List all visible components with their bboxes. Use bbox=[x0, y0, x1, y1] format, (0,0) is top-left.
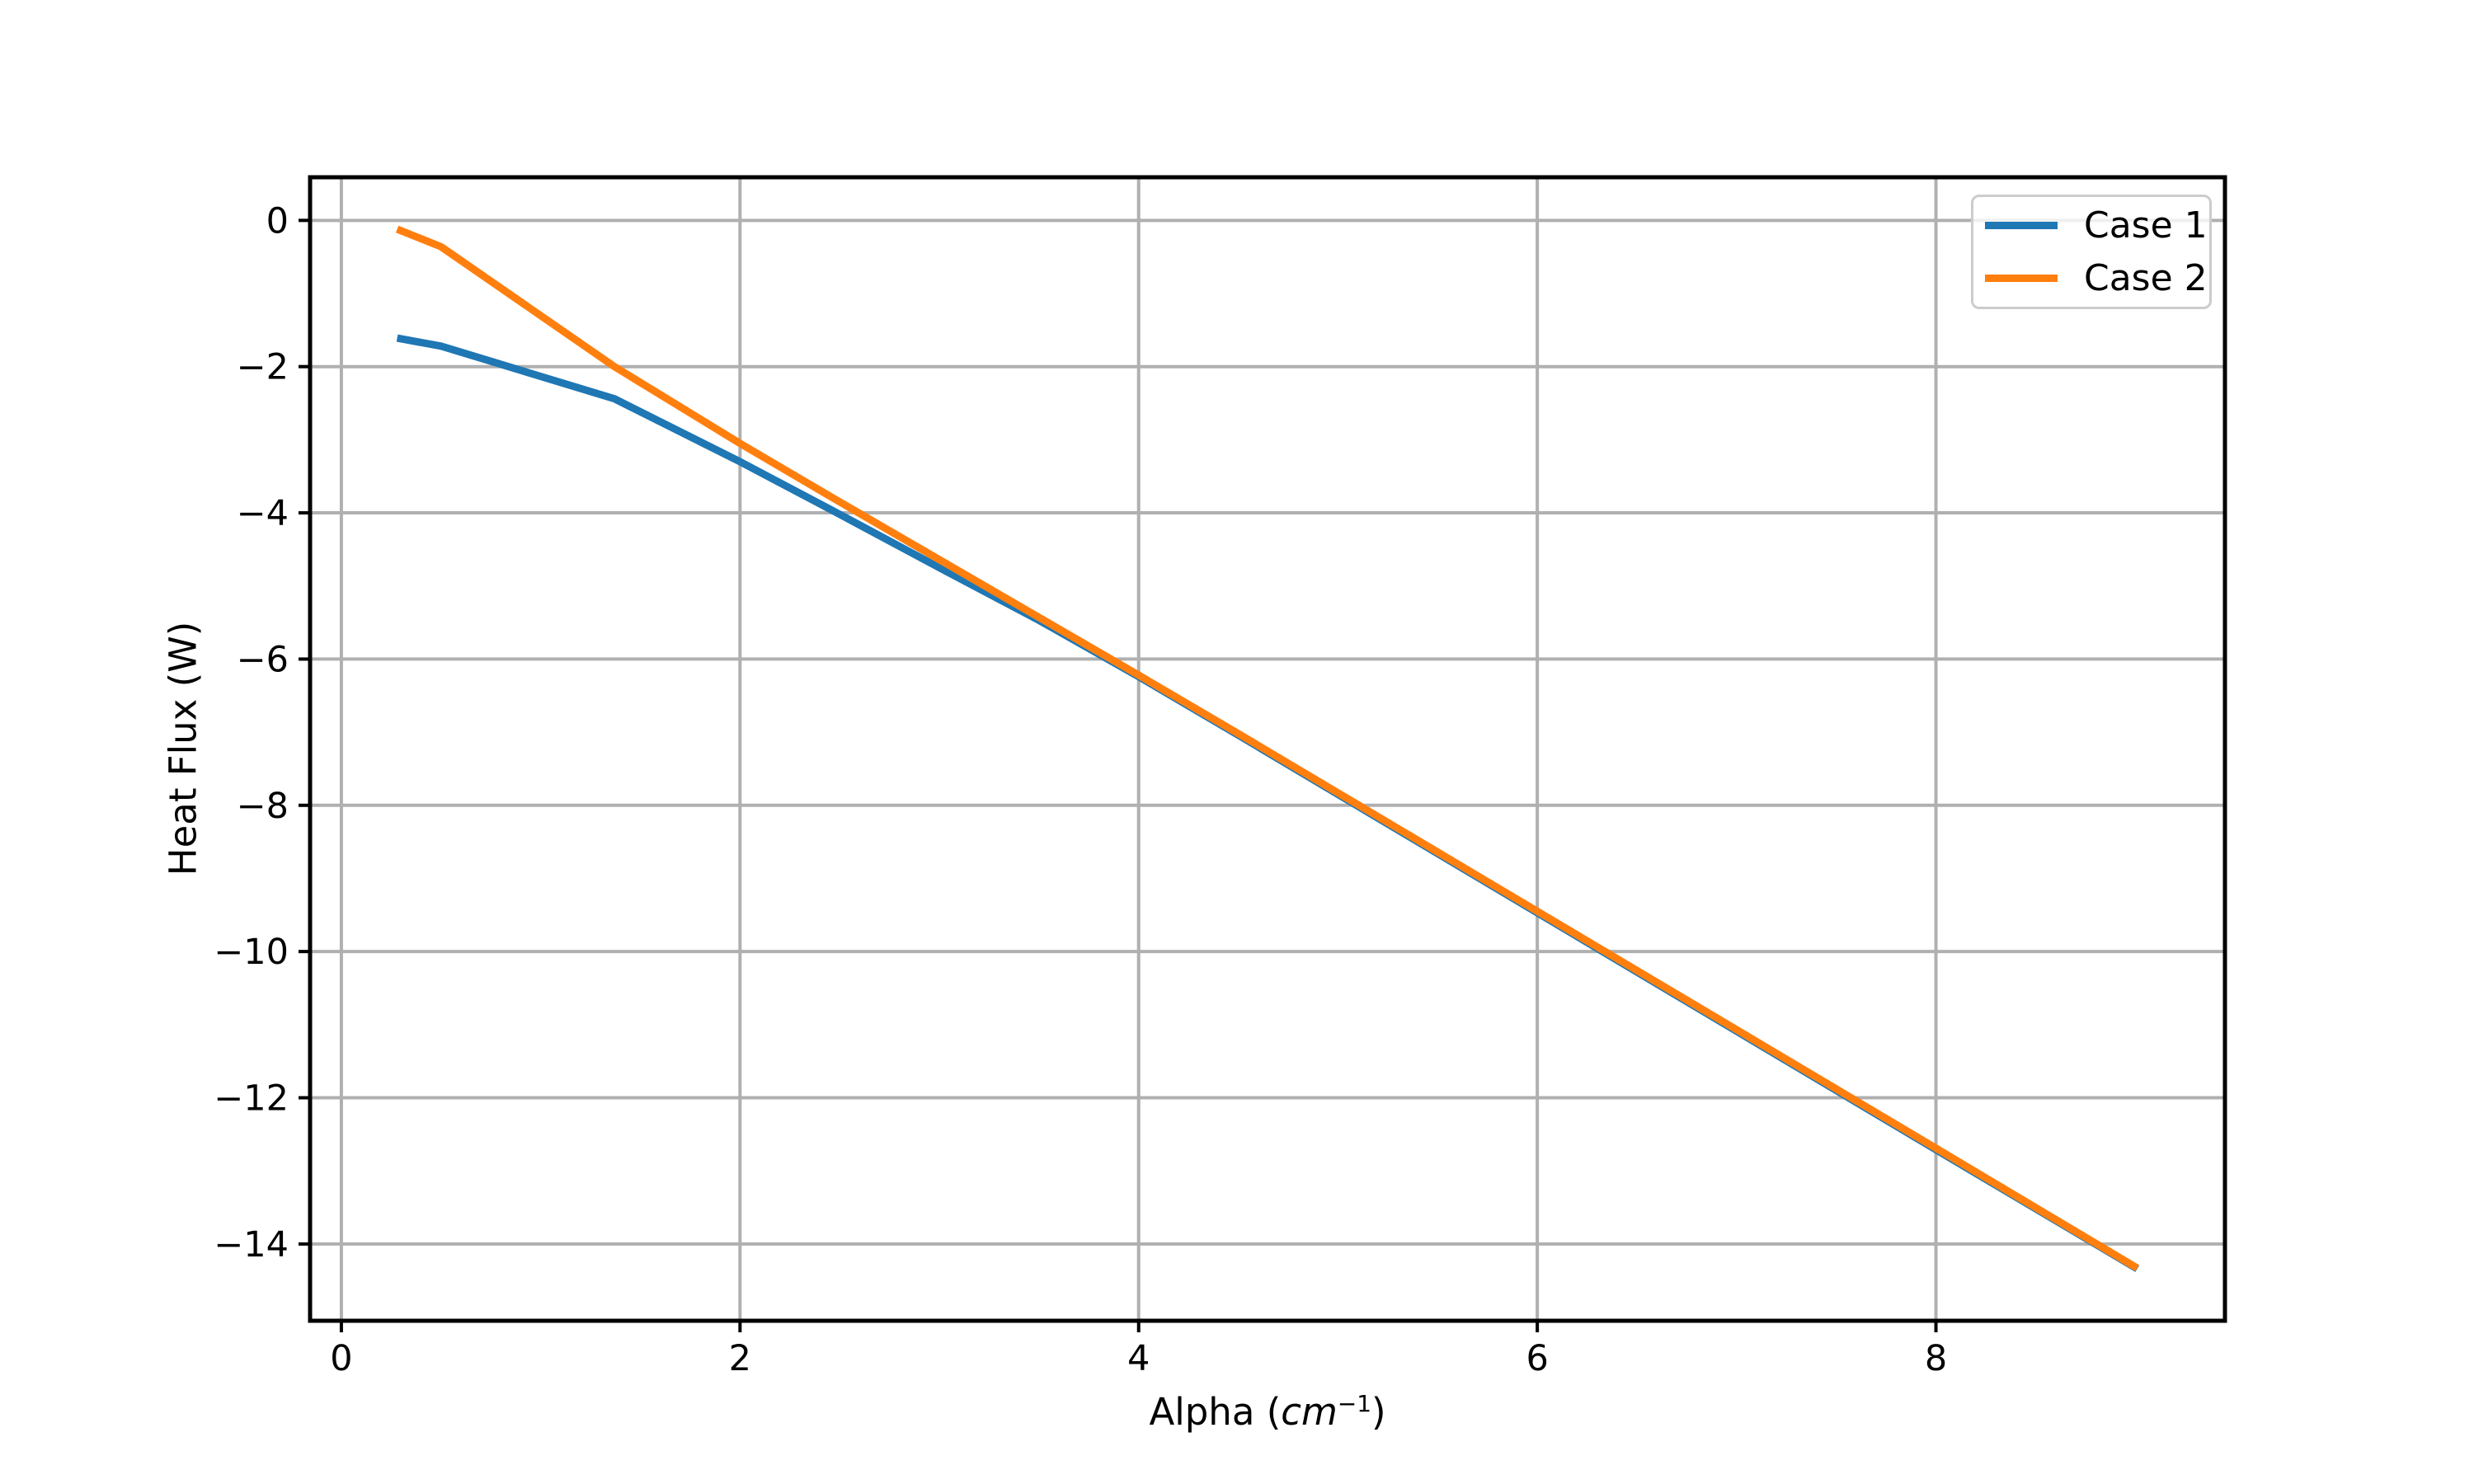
x-tick-label: 2 bbox=[729, 1338, 751, 1379]
legend-label-case-2: Case 2 bbox=[2084, 256, 2208, 299]
x-axis-label: Alpha (cm−1) bbox=[1149, 1390, 1385, 1434]
y-tick-label: 0 bbox=[266, 200, 289, 242]
case-1-line-swatch-icon bbox=[1985, 222, 2058, 229]
y-tick-label: −10 bbox=[214, 932, 289, 973]
x-tick-label: 6 bbox=[1526, 1338, 1548, 1379]
x-axis-label-pre: Alpha ( bbox=[1149, 1390, 1282, 1434]
legend-item-case-2: Case 2 bbox=[1985, 260, 2209, 298]
series-line-case-1 bbox=[396, 334, 2139, 1272]
x-tick-label: 8 bbox=[1925, 1338, 1947, 1379]
legend-item-case-1: Case 1 bbox=[1985, 207, 2209, 245]
y-axis-label: Heat Flux (W) bbox=[161, 621, 205, 876]
y-tick-label: −4 bbox=[237, 493, 289, 534]
y-tick-label: −12 bbox=[214, 1078, 289, 1120]
x-tick-label: 4 bbox=[1127, 1338, 1150, 1379]
case-2-line-swatch-icon bbox=[1985, 275, 2058, 282]
series-line-case-2 bbox=[395, 225, 2139, 1272]
legend: Case 1 Case 2 bbox=[1971, 195, 2212, 309]
y-tick-label: −6 bbox=[237, 639, 289, 680]
y-tick-label: −8 bbox=[237, 786, 289, 827]
x-axis-label-exponent: −1 bbox=[1337, 1390, 1371, 1417]
x-tick-label: 0 bbox=[330, 1338, 352, 1379]
y-tick-label: −14 bbox=[214, 1224, 289, 1266]
x-axis-label-post: ) bbox=[1371, 1390, 1386, 1434]
y-tick-label: −2 bbox=[237, 347, 289, 388]
x-axis-label-unit: cm bbox=[1281, 1390, 1338, 1434]
plot-border bbox=[308, 175, 2227, 1323]
legend-label-case-1: Case 1 bbox=[2084, 204, 2208, 247]
